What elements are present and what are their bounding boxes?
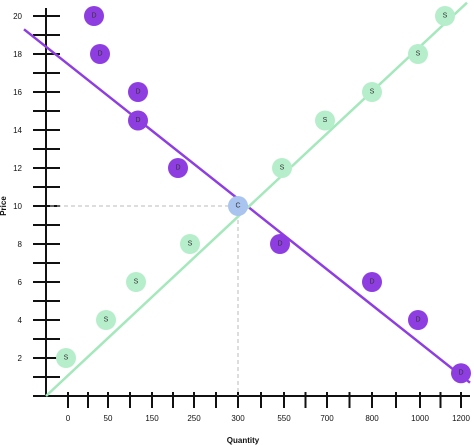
y-tick-label: 16 — [13, 88, 22, 97]
point-s: S — [408, 44, 428, 64]
x-tick-label: 1200 — [452, 414, 470, 423]
y-tick-label: 2 — [18, 354, 23, 363]
x-tick-label: 1000 — [411, 414, 429, 423]
y-tick-label: 10 — [13, 202, 22, 211]
point-label: S — [416, 51, 421, 58]
point-marker — [128, 82, 148, 102]
point-label: S — [104, 317, 109, 324]
axes — [33, 8, 470, 408]
point-marker — [128, 110, 148, 131]
point-marker — [270, 234, 290, 254]
point-c: C — [228, 196, 248, 216]
supply-line — [45, 1, 468, 397]
point-marker — [90, 44, 110, 64]
y-axis-title: Price — [0, 196, 8, 216]
point-label: C — [235, 203, 240, 210]
x-tick-label: 250 — [187, 414, 201, 423]
point-s: S — [56, 348, 76, 368]
point-d: D — [90, 44, 110, 64]
point-marker — [126, 272, 146, 292]
point-s: S — [96, 310, 116, 330]
point-marker — [180, 234, 200, 254]
point-label: S — [64, 355, 69, 362]
x-tick-label: 300 — [231, 414, 245, 423]
point-d: D — [84, 6, 104, 26]
point-label: D — [277, 241, 282, 248]
point-s: S — [180, 234, 200, 254]
point-label: D — [135, 117, 140, 124]
y-tick-label: 4 — [18, 316, 23, 325]
point-marker — [56, 348, 76, 368]
point-label: S — [280, 165, 285, 172]
point-s: S — [272, 158, 292, 178]
y-tick-label: 14 — [13, 126, 22, 135]
y-tick-label: 18 — [13, 50, 22, 59]
point-d: D — [128, 82, 148, 102]
point-s: S — [315, 110, 335, 131]
x-axis-title: Quantity — [227, 436, 260, 445]
y-tick-label: 6 — [18, 278, 23, 287]
point-marker — [451, 363, 471, 384]
point-label: D — [175, 165, 180, 172]
point-d: D — [408, 310, 428, 330]
point-label: S — [370, 89, 375, 96]
point-marker — [96, 310, 116, 330]
point-d: D — [362, 272, 382, 292]
point-d: D — [451, 363, 471, 384]
point-label: D — [135, 89, 140, 96]
point-label: D — [97, 51, 102, 58]
curves — [23, 1, 471, 397]
point-marker — [362, 82, 382, 102]
point-marker — [168, 158, 188, 178]
point-label: S — [188, 241, 193, 248]
points: D D D D D D D D D S S S S S S S S S C — [56, 6, 471, 384]
y-tick-label: 8 — [18, 240, 23, 249]
point-marker — [315, 110, 335, 131]
x-tick-label: 550 — [277, 414, 291, 423]
tick-labels: 2 4 6 8 10 12 14 16 18 20 0 50 150 250 300 550 700 800 100… — [0, 12, 470, 445]
point-marker — [228, 196, 248, 216]
x-tick-label: 50 — [104, 414, 113, 423]
point-marker — [408, 44, 428, 64]
point-marker — [435, 6, 455, 26]
point-label: D — [415, 317, 420, 324]
point-d: D — [128, 110, 148, 131]
x-tick-label: 150 — [145, 414, 159, 423]
point-label: D — [369, 279, 374, 286]
point-s: S — [126, 272, 146, 292]
point-label: S — [323, 117, 328, 124]
x-tick-label: 700 — [320, 414, 334, 423]
point-label: S — [443, 13, 448, 20]
x-tick-label: 0 — [66, 414, 71, 423]
point-marker — [84, 6, 104, 26]
point-marker — [408, 310, 428, 330]
point-label: S — [134, 279, 139, 286]
point-s: S — [362, 82, 382, 102]
point-marker — [362, 272, 382, 292]
y-tick-label: 20 — [13, 12, 22, 21]
x-tick-label: 800 — [365, 414, 379, 423]
reference-lines — [50, 205, 239, 396]
y-tick-label: 12 — [13, 164, 22, 173]
point-marker — [272, 158, 292, 178]
point-label: D — [458, 370, 463, 377]
point-d: D — [168, 158, 188, 178]
point-d: D — [270, 234, 290, 254]
point-s: S — [435, 6, 455, 26]
point-label: D — [91, 13, 96, 20]
